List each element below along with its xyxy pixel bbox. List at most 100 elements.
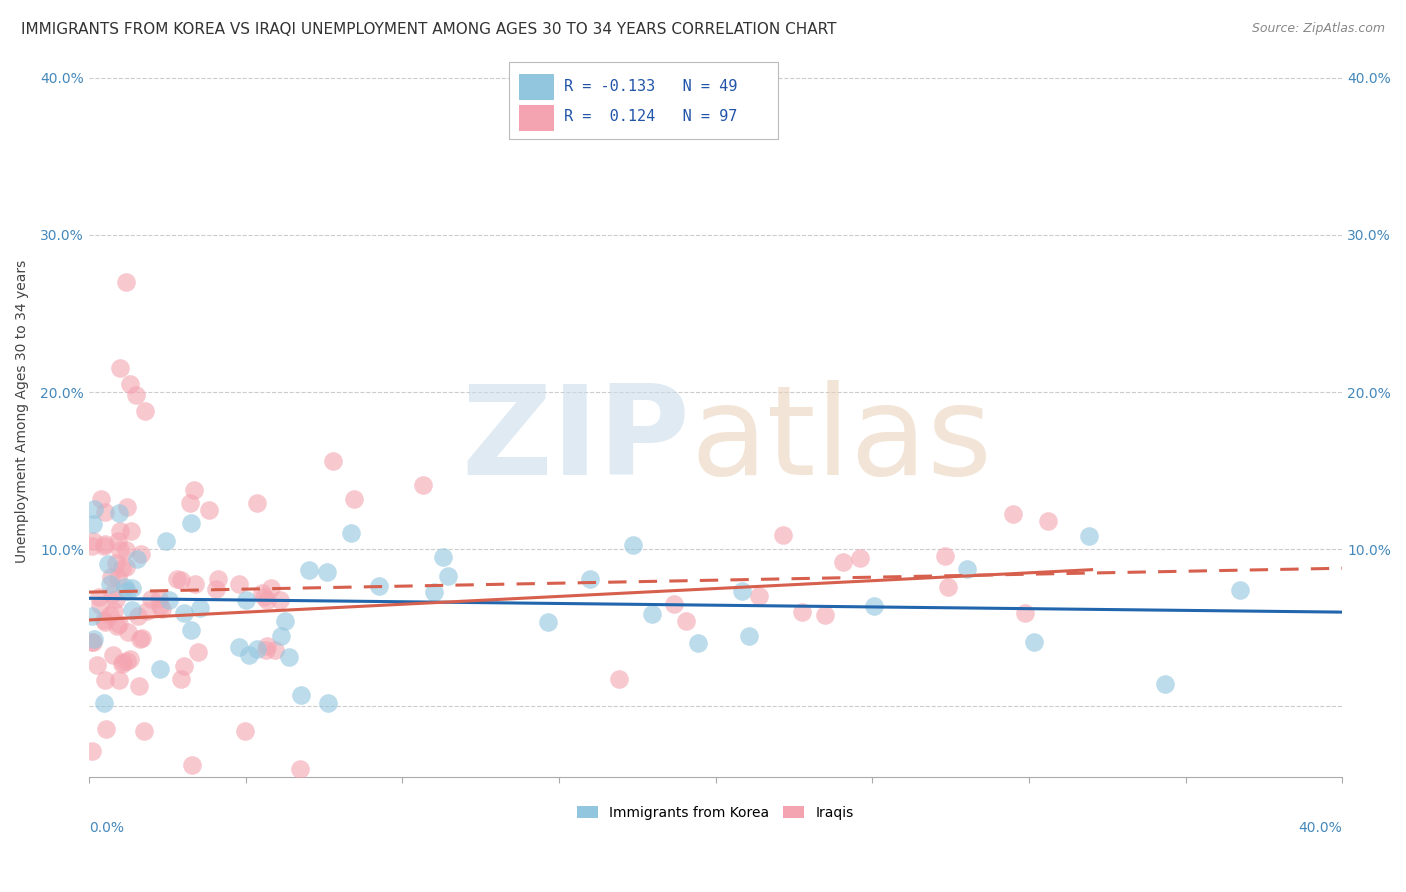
Point (955, 561, 977, 575)
FancyBboxPatch shape (509, 62, 779, 139)
Point (316, 696, 339, 710)
Point (253, 590, 276, 604)
Point (274, 614, 297, 628)
Point (101, 587, 124, 601)
Point (155, 534, 177, 549)
Point (107, 533, 129, 548)
Point (1153, 677, 1175, 691)
Point (187, 645, 209, 659)
Point (432, 550, 454, 565)
Point (93, 540, 115, 554)
Point (105, 592, 128, 607)
Point (256, 643, 278, 657)
Point (108, 616, 131, 631)
Point (1002, 507, 1025, 521)
Point (184, 577, 207, 591)
Point (245, 641, 267, 656)
Point (269, 592, 291, 607)
Point (108, 543, 131, 558)
Point (290, 762, 312, 776)
Point (114, 580, 136, 594)
Point (188, 600, 211, 615)
Point (233, 724, 256, 739)
Point (579, 572, 602, 586)
Point (82, 635, 104, 649)
FancyBboxPatch shape (519, 104, 554, 131)
Text: 40.0%: 40.0% (1299, 821, 1343, 835)
Point (93, 615, 115, 629)
Point (180, 516, 202, 530)
Point (235, 592, 257, 607)
Point (125, 388, 148, 402)
Point (108, 506, 131, 520)
Point (94, 722, 117, 736)
Point (256, 639, 278, 653)
Point (111, 561, 134, 575)
Point (270, 629, 292, 643)
Point (98, 607, 121, 622)
Point (83, 502, 105, 516)
Point (83, 632, 105, 647)
Point (149, 661, 172, 675)
Point (103, 604, 125, 618)
Point (121, 581, 143, 595)
Point (110, 524, 132, 538)
Point (100, 569, 122, 583)
Legend: Immigrants from Korea, Iraqis: Immigrants from Korea, Iraqis (572, 800, 859, 825)
Point (205, 582, 228, 596)
Point (621, 538, 644, 552)
Point (228, 640, 250, 654)
Point (748, 589, 770, 603)
Point (115, 584, 138, 599)
Point (157, 592, 180, 607)
Point (290, 688, 312, 702)
Point (120, 652, 142, 666)
Point (322, 453, 344, 467)
Point (93, 613, 115, 627)
Point (831, 556, 853, 570)
Point (149, 599, 172, 614)
Point (772, 528, 794, 542)
Point (89, 590, 111, 604)
Point (105, 619, 128, 633)
Point (131, 631, 153, 645)
Text: 0.0%: 0.0% (89, 821, 124, 835)
Point (1024, 634, 1046, 648)
Point (1229, 582, 1251, 597)
Y-axis label: Unemployment Among Ages 30 to 34 years: Unemployment Among Ages 30 to 34 years (15, 260, 30, 564)
Point (90, 491, 112, 506)
Point (94, 505, 117, 519)
Point (93, 673, 115, 687)
Point (256, 593, 278, 607)
Point (792, 605, 814, 619)
Point (120, 524, 142, 539)
Point (198, 503, 221, 517)
Point (82, 517, 104, 532)
Text: Source: ZipAtlas.com: Source: ZipAtlas.com (1251, 22, 1385, 36)
Point (108, 361, 131, 376)
Point (814, 607, 837, 622)
Point (107, 571, 129, 585)
Point (111, 656, 134, 670)
Point (1036, 514, 1059, 528)
Point (98, 577, 121, 591)
Point (110, 657, 132, 672)
Point (278, 650, 301, 665)
Point (260, 581, 283, 595)
Point (848, 551, 870, 566)
Point (664, 597, 686, 611)
Point (80, 744, 103, 758)
Point (183, 483, 205, 497)
Point (117, 654, 139, 668)
Point (170, 573, 193, 587)
Point (1014, 606, 1036, 620)
Point (180, 623, 202, 637)
Point (121, 603, 143, 617)
Point (166, 572, 188, 586)
Point (179, 496, 201, 510)
Point (731, 584, 754, 599)
Point (135, 605, 157, 619)
Point (412, 478, 434, 492)
Point (80, 608, 103, 623)
Point (738, 629, 761, 643)
